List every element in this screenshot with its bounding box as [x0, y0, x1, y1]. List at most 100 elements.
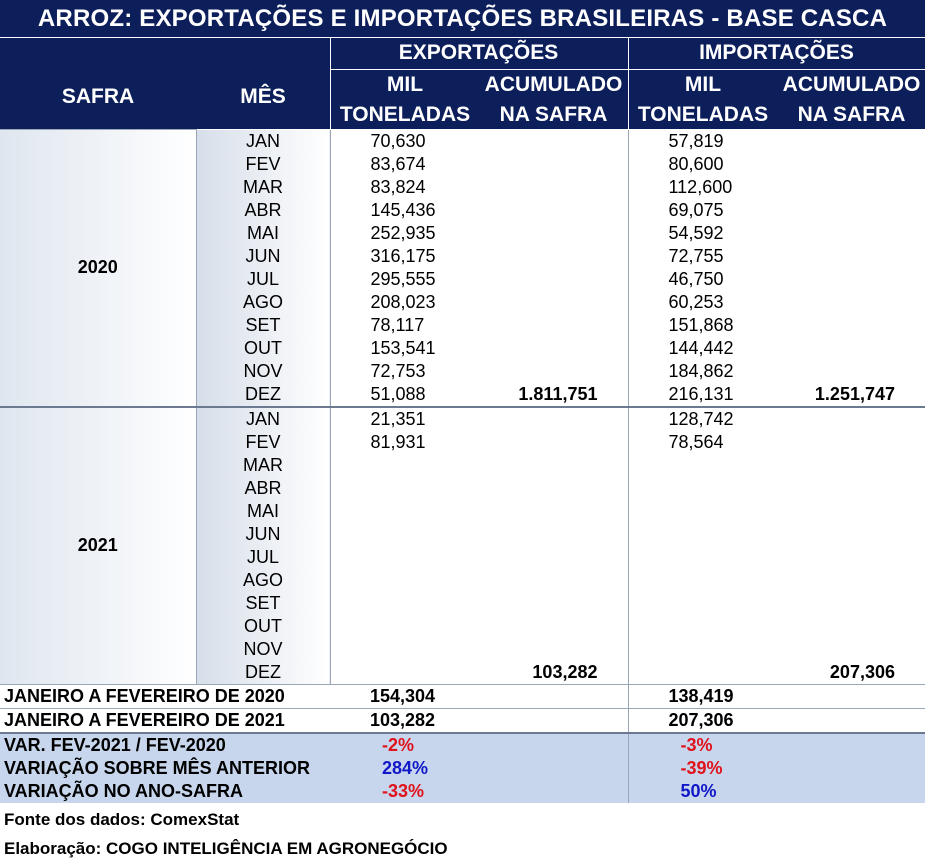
- summary-export-empty: [480, 683, 629, 708]
- export-value-cell: 72,753: [370, 360, 426, 381]
- month-cell: JAN: [196, 129, 331, 153]
- variation-label: VARIAÇÃO NO ANO-SAFRA: [0, 779, 330, 803]
- export-accumulated-cell: [480, 313, 629, 337]
- export-value-cell: [330, 523, 480, 546]
- export-accumulated-cell: [480, 637, 629, 661]
- export-value-cell: 21,351: [330, 405, 480, 431]
- export-accumulated-cell: [480, 244, 629, 268]
- import-value-cell: [628, 615, 778, 638]
- import-accumulated-cell: [778, 245, 925, 268]
- header-exp-toneladas: TONELADAS: [339, 103, 471, 126]
- import-accumulated-cell: 207,306: [829, 661, 895, 682]
- table-row: 2021 JAN 21,351 128,742: [0, 405, 925, 685]
- table-row: JUN: [0, 522, 925, 546]
- variation-export-value: 284%: [330, 756, 480, 780]
- month-cell: JUN: [196, 522, 331, 546]
- import-value-cell: 128,742: [628, 405, 778, 431]
- header-imp-acumulado: ACUMULADO: [782, 73, 921, 96]
- export-value-cell: [330, 454, 480, 477]
- table-row: OUT: [0, 614, 925, 638]
- variation-import-value: -39%: [628, 756, 778, 780]
- export-value-cell: 252,935: [370, 222, 436, 243]
- export-accumulated-cell: [480, 405, 629, 431]
- import-value-cell: 54,592: [668, 222, 724, 243]
- header-exp-acumulado: ACUMULADO: [484, 73, 623, 96]
- month-cell: MAR: [196, 175, 331, 199]
- export-accumulated-cell: 103,282: [480, 660, 629, 684]
- import-accumulated-cell: [778, 268, 925, 291]
- import-value-cell: [628, 546, 778, 569]
- table-row: MAI: [0, 499, 925, 523]
- table-row: NOV 72,753 184,862: [0, 359, 925, 383]
- table-title: ARROZ: EXPORTAÇÕES E IMPORTAÇÕES BRASILE…: [0, 0, 925, 37]
- import-value-cell: [628, 638, 778, 661]
- import-value-cell: 72,755: [668, 245, 724, 266]
- table-row: AGO: [0, 568, 925, 592]
- table-row: FEV 83,674 80,600: [0, 152, 925, 176]
- header-exportacoes: EXPORTAÇÕES: [398, 41, 559, 64]
- month-cell: JUL: [196, 267, 331, 291]
- variation-import-value: -3%: [628, 731, 778, 757]
- export-accumulated-cell: [480, 591, 629, 615]
- month-cell: AGO: [196, 568, 331, 592]
- summary-import-empty: [778, 683, 925, 708]
- variation-import-empty: [778, 779, 925, 803]
- variation-export-empty: [480, 731, 629, 757]
- summary-import-value: 207,306: [628, 707, 778, 733]
- import-value-cell: 151,868: [668, 314, 734, 335]
- import-accumulated-cell: [778, 523, 925, 546]
- table-row: MAI 252,935 54,592: [0, 221, 925, 245]
- header-top-line: [0, 37, 925, 38]
- export-value-cell: 153,541: [370, 337, 436, 358]
- month-cell: SET: [196, 313, 331, 337]
- export-value-cell: [330, 546, 480, 569]
- variation-row: VARIAÇÃO SOBRE MÊS ANTERIOR 284% -39%: [0, 756, 925, 780]
- variation-export-empty: [480, 779, 629, 803]
- import-value-cell: 80,600: [668, 153, 724, 174]
- header-imp-toneladas: TONELADAS: [637, 103, 769, 126]
- import-accumulated-cell: [778, 360, 925, 383]
- import-accumulated-cell: [778, 222, 925, 245]
- month-cell: ABR: [196, 198, 331, 222]
- table-row: DEZ 103,282 207,306: [0, 660, 925, 684]
- table-row: JUL 295,555 46,750: [0, 267, 925, 291]
- safra-year-cell: 2020: [0, 129, 197, 407]
- export-accumulated-cell: [480, 453, 629, 477]
- export-value-cell: 208,023: [370, 291, 436, 312]
- export-accumulated-cell: [480, 522, 629, 546]
- table-header: SAFRA MÊS EXPORTAÇÕES IMPORTAÇÕES MIL TO…: [0, 37, 925, 129]
- import-value-cell: [628, 477, 778, 500]
- variation-import-empty: [778, 731, 925, 757]
- summary-row: JANEIRO A FEVEREIRO DE 2020 154,304 138,41…: [0, 683, 925, 708]
- table-row: MAR 83,824 112,600: [0, 175, 925, 199]
- import-accumulated-cell: [778, 592, 925, 615]
- export-value-cell: [330, 592, 480, 615]
- header-divider-2: [628, 37, 629, 129]
- export-accumulated-cell: [480, 499, 629, 523]
- import-value-cell: [628, 454, 778, 477]
- export-value-cell: [330, 500, 480, 523]
- table-row: FEV 81,931 78,564: [0, 430, 925, 454]
- header-mes: MÊS: [240, 85, 286, 108]
- import-value-cell: [628, 569, 778, 592]
- import-accumulated-cell: [778, 130, 925, 153]
- export-accumulated-cell: [480, 152, 629, 176]
- import-accumulated-cell: [778, 569, 925, 592]
- export-value-cell: [330, 569, 480, 592]
- import-accumulated-cell: [778, 314, 925, 337]
- table-row: MAR: [0, 453, 925, 477]
- import-accumulated-cell: [778, 199, 925, 222]
- export-value-cell: 295,555: [370, 268, 436, 289]
- header-importacoes: IMPORTAÇÕES: [699, 41, 854, 64]
- table-row: OUT 153,541 144,442: [0, 336, 925, 360]
- import-accumulated-cell: [778, 337, 925, 360]
- variation-label: VAR. FEV-2021 / FEV-2020: [0, 731, 330, 757]
- import-accumulated-cell: [778, 500, 925, 523]
- import-value-cell: 78,564: [668, 431, 724, 452]
- import-value-cell: [628, 500, 778, 523]
- variation-export-empty: [480, 756, 629, 780]
- export-accumulated-cell: [480, 476, 629, 500]
- export-accumulated-cell: [480, 430, 629, 454]
- import-accumulated-cell: [778, 477, 925, 500]
